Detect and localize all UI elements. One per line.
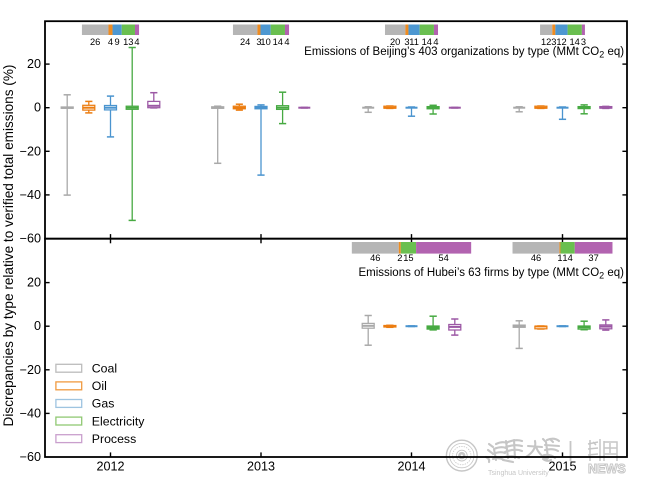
svg-text:9: 9 (115, 37, 120, 47)
svg-text:20: 20 (27, 57, 41, 71)
svg-text:11: 11 (409, 37, 419, 47)
svg-text:2012: 2012 (96, 460, 124, 474)
svg-text:4: 4 (108, 37, 113, 47)
svg-text:−20: −20 (20, 363, 41, 377)
svg-text:3: 3 (551, 37, 556, 47)
svg-text:NEWS: NEWS (588, 462, 626, 476)
svg-text:12: 12 (556, 37, 566, 47)
svg-text:−40: −40 (20, 188, 41, 202)
svg-text:20: 20 (27, 276, 41, 290)
svg-text:3: 3 (256, 37, 261, 47)
svg-text:4: 4 (433, 37, 438, 47)
svg-text:Emissions of Beijing’s 403 org: Emissions of Beijing’s 403 organizations… (304, 46, 624, 60)
svg-text:3: 3 (581, 37, 586, 47)
svg-text:14: 14 (422, 37, 432, 47)
svg-text:2015: 2015 (548, 460, 576, 474)
svg-text:12: 12 (541, 37, 551, 47)
svg-text:Process: Process (92, 432, 136, 446)
svg-text:0: 0 (34, 101, 41, 115)
svg-text:15: 15 (403, 253, 413, 263)
svg-text:46: 46 (370, 253, 380, 263)
svg-text:Emissions of Hubei’s 63 firms: Emissions of Hubei’s 63 firms by type (M… (358, 267, 624, 281)
svg-text:20: 20 (390, 37, 400, 47)
svg-text:2014: 2014 (397, 460, 425, 474)
svg-text:Coal: Coal (92, 362, 117, 376)
svg-text:Tsinghua University: Tsinghua University (488, 470, 549, 477)
svg-text:−60: −60 (20, 232, 41, 246)
svg-text:1: 1 (557, 253, 562, 263)
svg-text:−40: −40 (20, 406, 41, 420)
svg-text:Electricity: Electricity (92, 414, 145, 428)
svg-text:2013: 2013 (247, 460, 275, 474)
svg-text:4: 4 (134, 37, 139, 47)
svg-text:−20: −20 (20, 144, 41, 158)
svg-text:0: 0 (34, 319, 41, 333)
svg-text:46: 46 (531, 253, 541, 263)
svg-text:−60: −60 (20, 450, 41, 464)
svg-text:37: 37 (588, 253, 598, 263)
svg-text:13: 13 (123, 37, 133, 47)
svg-text:3: 3 (404, 37, 409, 47)
svg-text:2: 2 (397, 253, 402, 263)
svg-text:14: 14 (570, 37, 580, 47)
svg-text:54: 54 (438, 253, 448, 263)
svg-text:14: 14 (562, 253, 572, 263)
svg-text:4: 4 (284, 37, 289, 47)
svg-text:14: 14 (273, 37, 283, 47)
svg-text:10: 10 (260, 37, 270, 47)
svg-text:Discrepancies by type relative: Discrepancies by type relative to verifi… (1, 65, 16, 427)
svg-text:26: 26 (90, 37, 100, 47)
svg-text:24: 24 (240, 37, 250, 47)
svg-text:Oil: Oil (92, 379, 107, 393)
svg-text:Gas: Gas (92, 397, 115, 411)
